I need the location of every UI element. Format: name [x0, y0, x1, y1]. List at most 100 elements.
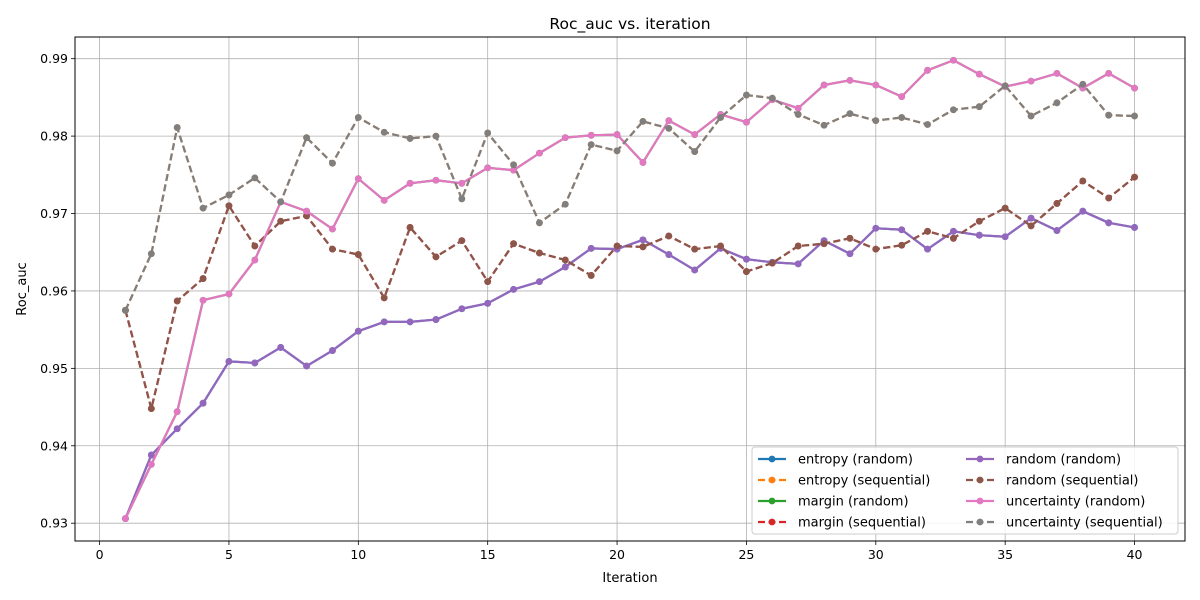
- data-point: [768, 94, 776, 102]
- x-tick-label: 25: [738, 547, 754, 562]
- data-point: [717, 242, 724, 250]
- data-point: [1131, 84, 1138, 92]
- data-point: [303, 207, 310, 215]
- data-point: [1131, 173, 1138, 181]
- data-point: [432, 253, 440, 261]
- data-point: [794, 104, 802, 112]
- series-random-sequential: [122, 173, 1138, 413]
- data-point: [1027, 214, 1035, 222]
- x-tick-label: 20: [609, 547, 625, 562]
- data-point: [458, 179, 466, 187]
- data-point: [613, 242, 621, 250]
- data-point: [794, 260, 802, 268]
- legend-label: margin (random): [798, 495, 909, 510]
- data-point: [639, 159, 647, 166]
- data-point: [484, 164, 492, 172]
- legend-swatch-marker: [976, 518, 984, 526]
- data-point: [536, 249, 543, 257]
- data-point: [510, 166, 517, 174]
- data-point: [1079, 177, 1087, 185]
- data-point: [380, 294, 388, 302]
- data-point: [665, 232, 673, 240]
- y-tick-label: 0.94: [40, 438, 68, 453]
- legend-item: uncertainty (random): [966, 495, 1145, 510]
- plot-frame: [74, 36, 1186, 542]
- data-point: [950, 106, 957, 114]
- legend-swatch-marker: [768, 455, 776, 463]
- data-point: [1001, 204, 1009, 212]
- legend-item: random (random): [966, 453, 1121, 468]
- data-point: [277, 344, 285, 351]
- x-axis-label: Iteration: [602, 571, 657, 586]
- data-point: [613, 147, 621, 155]
- data-point: [458, 237, 466, 245]
- data-point: [1027, 112, 1035, 120]
- x-tick-label: 30: [868, 547, 884, 562]
- data-point: [1053, 200, 1061, 207]
- data-point: [536, 149, 543, 157]
- data-point: [743, 91, 750, 99]
- data-point: [1105, 219, 1113, 227]
- data-point: [303, 134, 310, 142]
- data-point: [846, 76, 854, 84]
- data-point: [898, 93, 906, 101]
- chart-title: Roc_auc vs. iteration: [549, 15, 710, 34]
- data-point: [199, 275, 207, 282]
- data-point: [846, 110, 854, 118]
- data-point: [1105, 111, 1113, 119]
- y-tick-label: 0.99: [40, 51, 68, 66]
- data-point: [1027, 77, 1035, 85]
- data-point: [587, 272, 595, 279]
- data-point: [691, 131, 699, 138]
- data-point: [536, 219, 543, 227]
- legend: entropy (random) entropy (sequential) marg…: [751, 446, 1179, 535]
- data-point: [277, 198, 285, 206]
- x-tick-label: 5: [225, 547, 233, 562]
- data-point: [1001, 233, 1009, 241]
- y-tick-label: 0.98: [40, 129, 68, 144]
- data-point: [561, 263, 569, 271]
- series-line: [124, 176, 1136, 410]
- data-point: [872, 117, 880, 125]
- data-point: [743, 255, 750, 263]
- legend-swatch-marker: [768, 476, 776, 484]
- data-point: [122, 306, 129, 314]
- data-point: [251, 242, 259, 250]
- data-point: [536, 278, 543, 286]
- data-point: [950, 56, 957, 64]
- data-point: [1105, 69, 1113, 77]
- legend-label: uncertainty (sequential): [1006, 516, 1163, 531]
- legend-item: margin (random): [758, 495, 909, 510]
- x-tick-label: 15: [480, 547, 496, 562]
- data-point: [1053, 227, 1061, 234]
- data-point: [329, 245, 336, 253]
- data-point: [510, 161, 517, 169]
- data-point: [639, 117, 647, 125]
- data-point: [173, 124, 181, 131]
- data-point: [1053, 99, 1061, 107]
- legend-swatch-marker: [768, 518, 776, 526]
- series-uncertainty-sequential: [122, 80, 1138, 314]
- data-point: [354, 175, 362, 183]
- data-point: [354, 251, 362, 258]
- data-point: [1079, 80, 1087, 88]
- data-point: [820, 240, 828, 248]
- data-point: [691, 245, 699, 253]
- data-point: [820, 81, 828, 89]
- data-point: [975, 70, 983, 78]
- data-point: [225, 290, 233, 298]
- data-point: [561, 134, 569, 142]
- data-point: [872, 81, 880, 89]
- data-point: [1131, 224, 1138, 231]
- legend-label: margin (sequential): [798, 516, 926, 531]
- data-point: [147, 405, 155, 413]
- legend-swatch-marker: [768, 497, 776, 505]
- data-point: [1131, 112, 1138, 120]
- x-tick-label: 10: [350, 547, 366, 562]
- legend-item: random (sequential): [966, 474, 1138, 489]
- data-point: [1001, 82, 1009, 90]
- data-point: [380, 128, 388, 136]
- data-point: [561, 256, 569, 264]
- data-point: [458, 305, 466, 313]
- series-lines: [122, 56, 1138, 522]
